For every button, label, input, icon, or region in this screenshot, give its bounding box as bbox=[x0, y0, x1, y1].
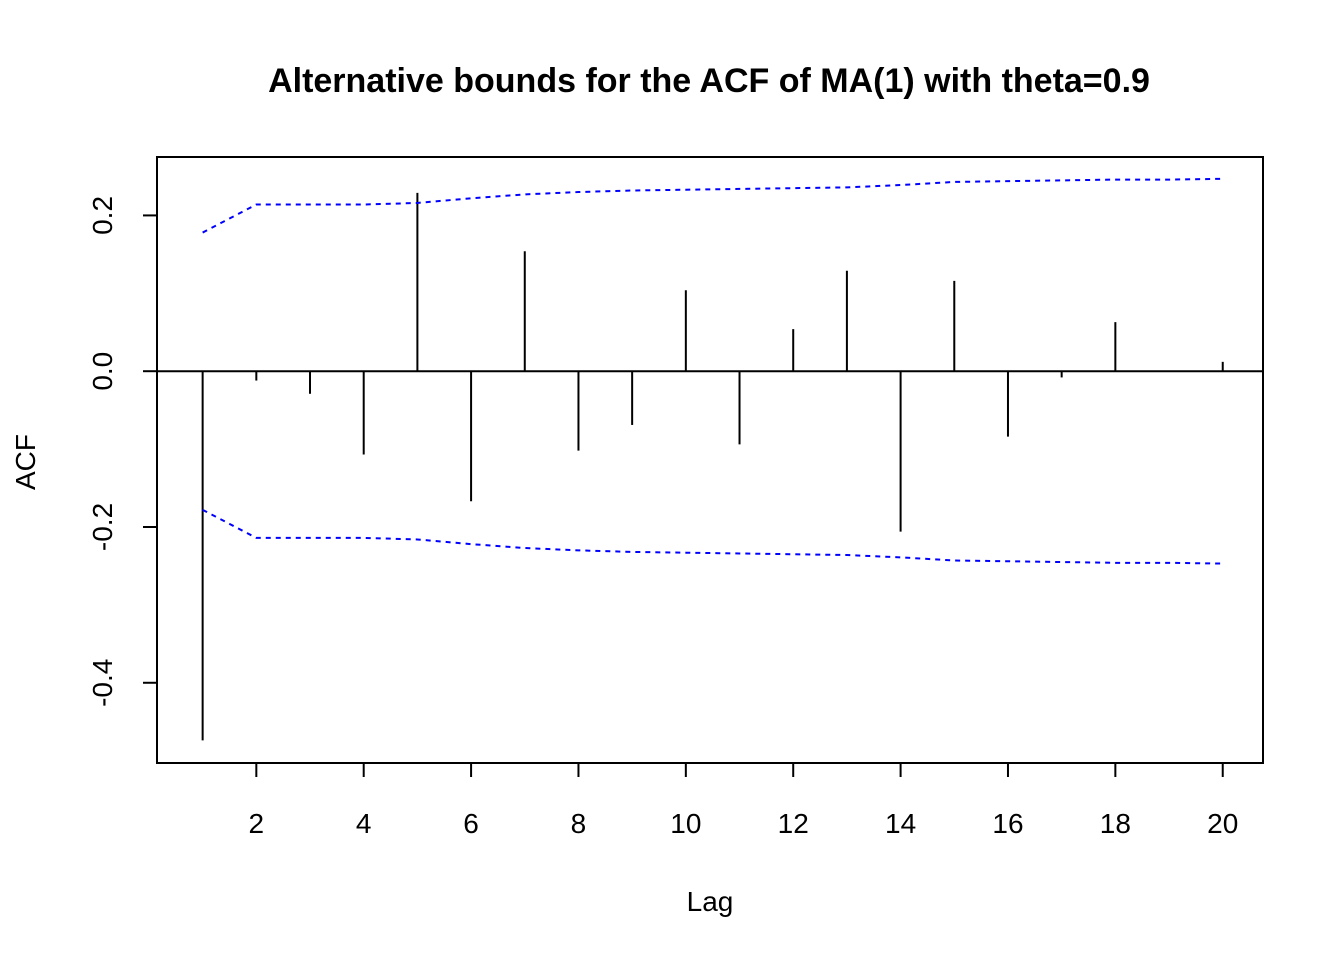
x-tick-label: 6 bbox=[463, 808, 479, 839]
chart-title: Alternative bounds for the ACF of MA(1) … bbox=[268, 62, 1150, 100]
lower-bound-line bbox=[202, 508, 1223, 565]
x-tick-label: 12 bbox=[778, 808, 809, 839]
x-tick-label: 4 bbox=[356, 808, 372, 839]
y-tick-label: -0.4 bbox=[87, 659, 118, 707]
x-tick-label: 18 bbox=[1100, 808, 1131, 839]
x-axis: 2 4 6 8 10 12 14 16 18 20 bbox=[249, 763, 1238, 839]
y-tick-label: -0.2 bbox=[87, 503, 118, 551]
y-tick-label: 0.0 bbox=[87, 352, 118, 391]
x-tick-label: 16 bbox=[992, 808, 1023, 839]
y-axis-label: ACF bbox=[10, 434, 41, 490]
upper-bound-line bbox=[202, 177, 1223, 234]
x-tick-label: 20 bbox=[1207, 808, 1238, 839]
y-tick-label: 0.2 bbox=[87, 196, 118, 235]
x-tick-label: 14 bbox=[885, 808, 916, 839]
y-axis: -0.4 -0.2 0.0 0.2 bbox=[87, 196, 157, 707]
plot-frame bbox=[156, 156, 1264, 764]
x-tick-label: 2 bbox=[249, 808, 265, 839]
acf-bars bbox=[201, 192, 1224, 741]
x-tick-label: 10 bbox=[670, 808, 701, 839]
x-tick-label: 8 bbox=[571, 808, 587, 839]
x-axis-label: Lag bbox=[687, 886, 734, 917]
